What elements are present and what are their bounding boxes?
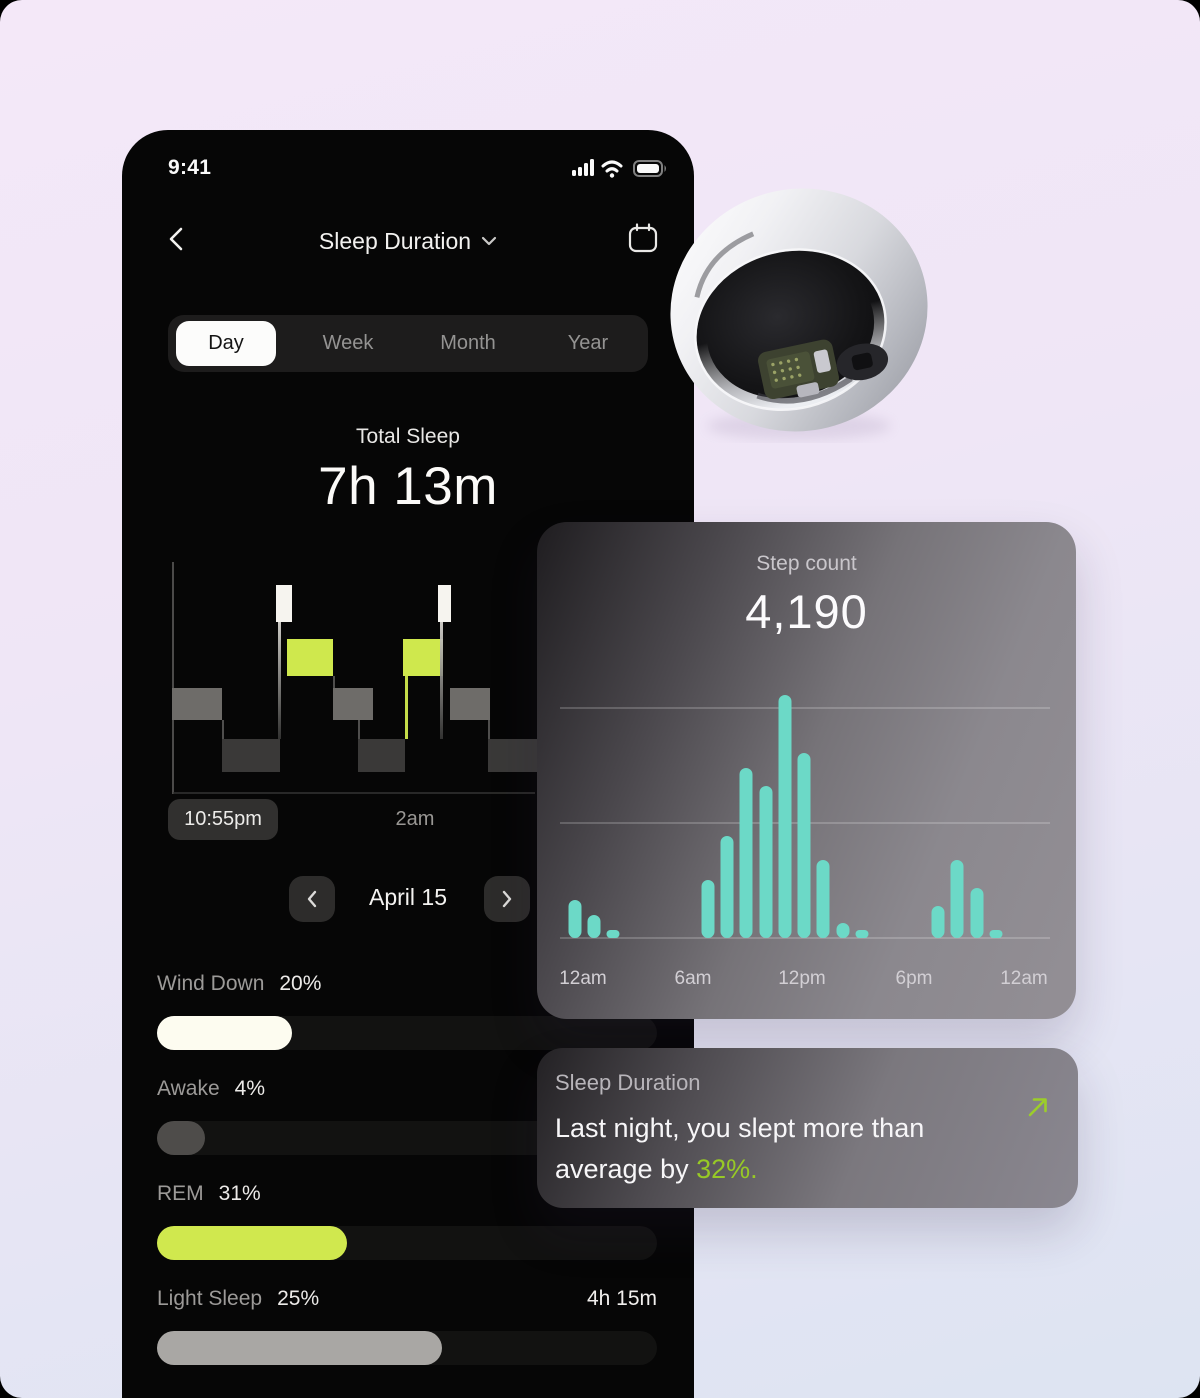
x-axis-label: 12am <box>1000 968 1048 989</box>
stage-percent: 31% <box>218 1182 261 1205</box>
hypnogram-tail <box>278 622 281 739</box>
hypnogram-mid-time-label: 2am <box>395 808 435 830</box>
insight-highlight: 32%. <box>696 1154 758 1184</box>
stage-bar-light-sleep <box>157 1331 657 1365</box>
step-bar <box>950 860 964 938</box>
total-sleep-value: 7h 13m <box>318 457 498 516</box>
sleep-stages-hypnogram-chart <box>172 562 560 794</box>
hypnogram-segment-rem <box>403 639 443 676</box>
step-bar <box>970 888 984 938</box>
hypnogram-segment-light <box>172 688 222 720</box>
step-bar <box>836 923 850 938</box>
hypnogram-tail <box>405 676 408 739</box>
stage-row-wind-down: Wind Down 20% <box>157 972 657 996</box>
step-bar <box>778 695 792 938</box>
smart-ring-photo <box>670 188 928 440</box>
step-bar <box>797 753 811 938</box>
x-axis-label: 6am <box>675 968 712 989</box>
chevron-right-icon <box>502 890 512 908</box>
stage-bar-rem <box>157 1226 657 1260</box>
stage-percent: 20% <box>279 972 322 995</box>
insight-card-text: Last night, you slept more than average … <box>555 1108 995 1190</box>
chevron-left-icon <box>307 890 317 908</box>
insight-card-title: Sleep Duration <box>555 1070 701 1095</box>
step-count-title: Step count <box>756 552 857 575</box>
stage-row-awake: Awake 4% <box>157 1077 657 1101</box>
hypnogram-segment-light <box>450 688 490 720</box>
hypnogram-segment-rem <box>287 639 333 676</box>
battery-icon <box>633 160 666 177</box>
x-axis-label: 12pm <box>778 968 826 989</box>
hypnogram-segment-light <box>333 688 373 720</box>
step-count-bar-chart: 12am 6am 12pm 6pm 12am <box>559 695 1050 989</box>
time-range-tabs: Day . Week Month Year <box>168 315 648 372</box>
step-bar <box>989 930 1003 938</box>
hypnogram-segment-awake <box>276 585 292 622</box>
x-axis-label: 6pm <box>896 968 933 989</box>
prev-day-button[interactable] <box>289 876 335 922</box>
calendar-button[interactable] <box>627 222 659 254</box>
step-bar <box>587 915 601 938</box>
stage-name: Light Sleep <box>157 1287 263 1310</box>
current-date-label: April 15 <box>369 884 447 910</box>
step-count-card: Step count 4,190 12am 6am 12pm 6pm 12am <box>537 522 1076 1019</box>
chevron-left-icon <box>169 227 183 251</box>
hypnogram-tail <box>440 622 443 739</box>
hypnogram-segment-awake <box>438 585 451 622</box>
status-bar-time: 9:41 <box>168 156 212 179</box>
stage-row-rem: REM 31% <box>157 1182 657 1206</box>
stage-duration: 4h 15m <box>586 1287 657 1310</box>
insight-line1: Last night, you slept more than <box>555 1113 925 1143</box>
ring-band <box>670 188 928 432</box>
stage-bar-wind-down <box>157 1016 657 1050</box>
insight-line2: average by <box>555 1154 697 1184</box>
wifi-icon <box>601 160 623 173</box>
step-bar <box>720 836 734 938</box>
stage-row-light-sleep: Light Sleep 25% 4h 15m <box>157 1287 657 1311</box>
total-sleep-label: Total Sleep <box>356 425 460 448</box>
page-title-dropdown[interactable]: Sleep Duration <box>122 228 694 255</box>
tab-year[interactable]: Year <box>567 332 609 354</box>
stage-percent: 4% <box>234 1077 266 1100</box>
stage-name: Awake <box>157 1077 220 1100</box>
stage-bar-fill <box>157 1121 205 1155</box>
stage-bar-fill <box>157 1016 292 1050</box>
hypnogram-segment-deep <box>222 739 280 772</box>
wifi-dot <box>609 173 615 178</box>
page-title: Sleep Duration <box>318 228 472 254</box>
tab-month[interactable]: Month <box>440 332 496 354</box>
step-bar <box>568 900 582 938</box>
step-bar <box>739 768 753 938</box>
stage-name: REM <box>157 1182 204 1205</box>
x-axis-label: 12am <box>559 968 607 989</box>
stage-bar-fill <box>157 1331 442 1365</box>
step-bar <box>606 930 620 938</box>
next-day-button[interactable] <box>484 876 530 922</box>
step-bar <box>816 860 830 938</box>
step-count-value: 4,190 <box>745 585 868 638</box>
arrow-up-right-icon <box>1028 1098 1047 1117</box>
sleep-duration-insight-card[interactable]: Sleep Duration Last night, you slept mor… <box>537 1048 1078 1208</box>
stage-name: Wind Down <box>157 972 265 995</box>
tab-week[interactable]: Week <box>322 332 374 354</box>
step-bar <box>931 906 945 938</box>
step-bar <box>759 786 773 938</box>
back-button[interactable] <box>162 224 192 254</box>
step-bar <box>855 930 869 938</box>
calendar-icon <box>628 223 658 253</box>
ring-sensor-board <box>758 339 889 400</box>
stage-bar-fill <box>157 1226 347 1260</box>
chevron-down-icon <box>481 225 497 252</box>
step-bar <box>701 880 715 938</box>
hypnogram-segment-deep <box>358 739 405 772</box>
status-bar-icons <box>572 159 666 178</box>
tab-day[interactable]: Day <box>176 321 276 366</box>
hypnogram-start-time-chip: 10:55pm <box>168 799 278 840</box>
stage-percent: 25% <box>277 1287 320 1310</box>
cellular-signal-icon <box>572 159 594 176</box>
